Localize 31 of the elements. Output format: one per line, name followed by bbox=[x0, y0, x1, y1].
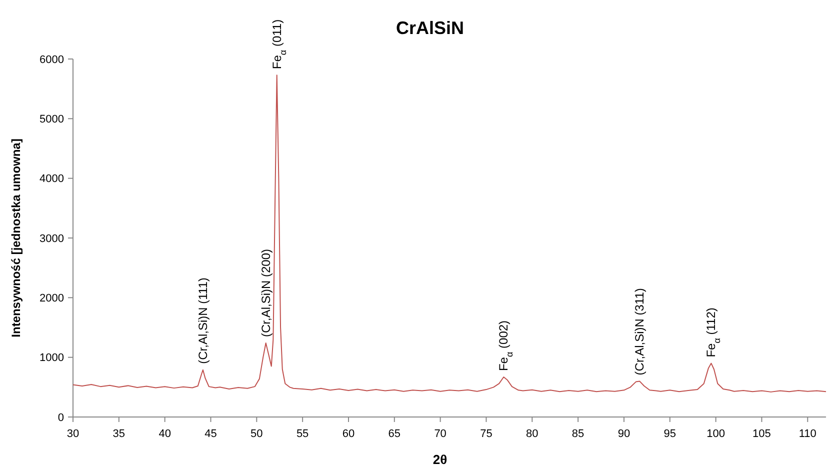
x-axis-title: 2θ bbox=[432, 452, 448, 467]
x-tick-label: 80 bbox=[526, 428, 538, 440]
x-tick-label: 35 bbox=[112, 428, 126, 440]
y-tick-label: 2000 bbox=[40, 292, 64, 305]
annotation: (Cr,Al,Si)N (311) bbox=[632, 288, 647, 376]
y-tick-label: 0 bbox=[58, 412, 64, 424]
x-tick-label: 110 bbox=[798, 428, 816, 440]
y-tick-label: 6000 bbox=[40, 54, 64, 66]
y-tick-label: 5000 bbox=[40, 114, 64, 126]
chart-title: CrAlSiN bbox=[396, 18, 464, 38]
x-tick-label: 50 bbox=[250, 428, 263, 440]
y-axis-title: Intensywność [jednostka umowna] bbox=[9, 138, 23, 338]
x-tick-label: 60 bbox=[342, 428, 355, 440]
x-tick-label: 105 bbox=[752, 428, 771, 440]
x-tick-label: 95 bbox=[664, 428, 676, 440]
annotation: (Cr,Al,Si)N (200) bbox=[258, 248, 273, 338]
x-tick-label: 85 bbox=[572, 428, 584, 440]
y-tick-label: 4000 bbox=[40, 173, 64, 186]
x-tick-label: 30 bbox=[66, 428, 80, 440]
annotation: (Cr,Al,Si)N (111) bbox=[196, 278, 210, 364]
y-tick-label: 3000 bbox=[40, 232, 64, 245]
x-tick-label: 90 bbox=[618, 428, 630, 440]
x-tick-label: 40 bbox=[158, 428, 171, 440]
x-tick-label: 65 bbox=[388, 428, 401, 440]
x-tick-label: 70 bbox=[434, 428, 446, 440]
x-tick-label: 75 bbox=[480, 428, 492, 440]
y-tick-label: 1000 bbox=[40, 352, 64, 364]
x-tick-label: 45 bbox=[204, 428, 217, 440]
x-tick-label: 100 bbox=[706, 428, 725, 440]
x-tick-label: 55 bbox=[296, 428, 309, 440]
line-series bbox=[72, 74, 826, 392]
